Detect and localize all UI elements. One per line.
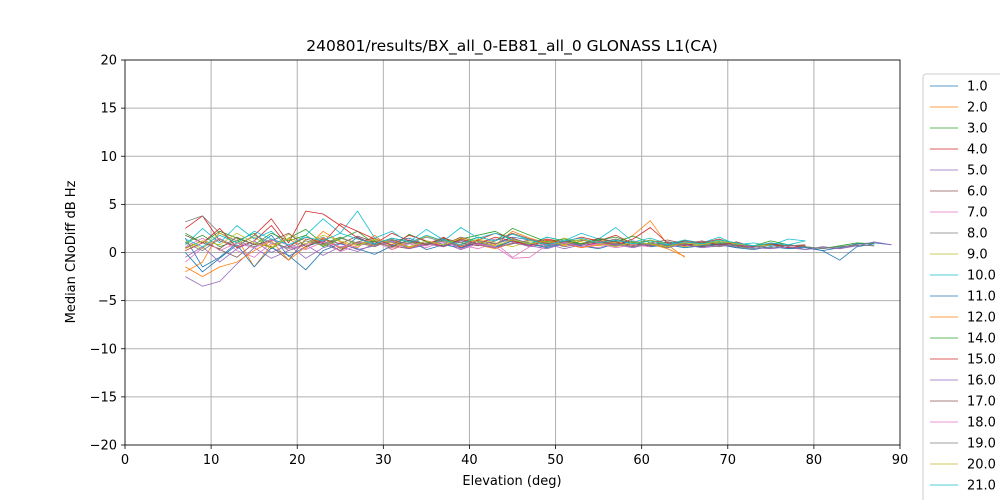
series-line-8-0 [185, 215, 875, 252]
series-line-19-0 [185, 234, 875, 252]
x-tick-label: 0 [121, 453, 129, 468]
x-tick-label: 20 [289, 453, 306, 468]
x-axis-ticks: 0 10 20 30 40 50 60 70 80 90 [121, 445, 908, 468]
legend-entry-label: 12.0 [967, 311, 996, 326]
legend-entry-label: 7.0 [967, 206, 988, 221]
series-lines [184, 210, 892, 287]
x-tick-label: 70 [720, 453, 737, 468]
y-axis-label: Median CNoDiff dB Hz [64, 180, 79, 323]
legend-entry-label: 9.0 [967, 248, 988, 263]
y-tick-label: −20 [90, 439, 117, 454]
legend-entry-label: 20.0 [967, 458, 996, 473]
legend-entry-label: 5.0 [967, 164, 988, 179]
series-line-16-0 [185, 240, 892, 263]
x-tick-label: 80 [806, 453, 823, 468]
legend-entry-label: 16.0 [967, 374, 996, 389]
legend-entry-label: 6.0 [967, 185, 988, 200]
series-line-20-0 [185, 232, 771, 250]
legend-entry-label: 21.0 [967, 479, 996, 494]
legend: 1.0 2.0 3.0 4.0 5.0 6.0 7.0 8.0 9.0 10.0 11.0 12.0 1… [922, 73, 1000, 500]
y-axis-ticks: −20 −15 −10 −5 0 5 10 15 20 [90, 54, 125, 454]
legend-entry-label: 8.0 [967, 227, 988, 242]
series-line-6-0 [185, 236, 754, 261]
series-line-14-0 [185, 227, 875, 250]
legend-entry-label: 2.0 [967, 101, 988, 116]
y-tick-label: −5 [98, 294, 117, 309]
chart-title: 240801/results/BX_all_0-EB81_all_0 GLONA… [306, 37, 718, 56]
legend-frame [922, 73, 1000, 500]
y-tick-label: −10 [90, 342, 117, 357]
legend-entry-label: 11.0 [967, 290, 996, 305]
x-tick-label: 40 [461, 453, 478, 468]
y-tick-label: 0 [109, 246, 117, 261]
x-tick-label: 90 [892, 453, 909, 468]
legend-entry-label: 14.0 [967, 332, 996, 347]
y-tick-label: 20 [100, 54, 117, 69]
legend-entry-label: 17.0 [967, 395, 996, 410]
legend-entry-label: 18.0 [967, 416, 996, 431]
legend-entry-label: 4.0 [967, 143, 988, 158]
y-tick-label: 15 [100, 102, 117, 117]
legend-entry-label: 1.0 [967, 80, 988, 95]
series-line-15-0 [185, 223, 806, 251]
x-tick-label: 50 [547, 453, 564, 468]
series-line-18-0 [185, 237, 651, 259]
legend-entry-label: 19.0 [967, 437, 996, 452]
x-tick-label: 60 [633, 453, 650, 468]
y-tick-label: 5 [109, 198, 117, 213]
x-tick-label: 30 [375, 453, 392, 468]
legend-entry-label: 15.0 [967, 353, 996, 368]
legend-entry-label: 3.0 [967, 122, 988, 137]
x-axis-label: Elevation (deg) [462, 474, 561, 489]
x-tick-label: 10 [203, 453, 220, 468]
legend-entry-label: 10.0 [967, 269, 996, 284]
series-line-21-0 [185, 228, 806, 248]
y-tick-label: −15 [90, 390, 117, 405]
y-tick-label: 10 [100, 150, 117, 165]
